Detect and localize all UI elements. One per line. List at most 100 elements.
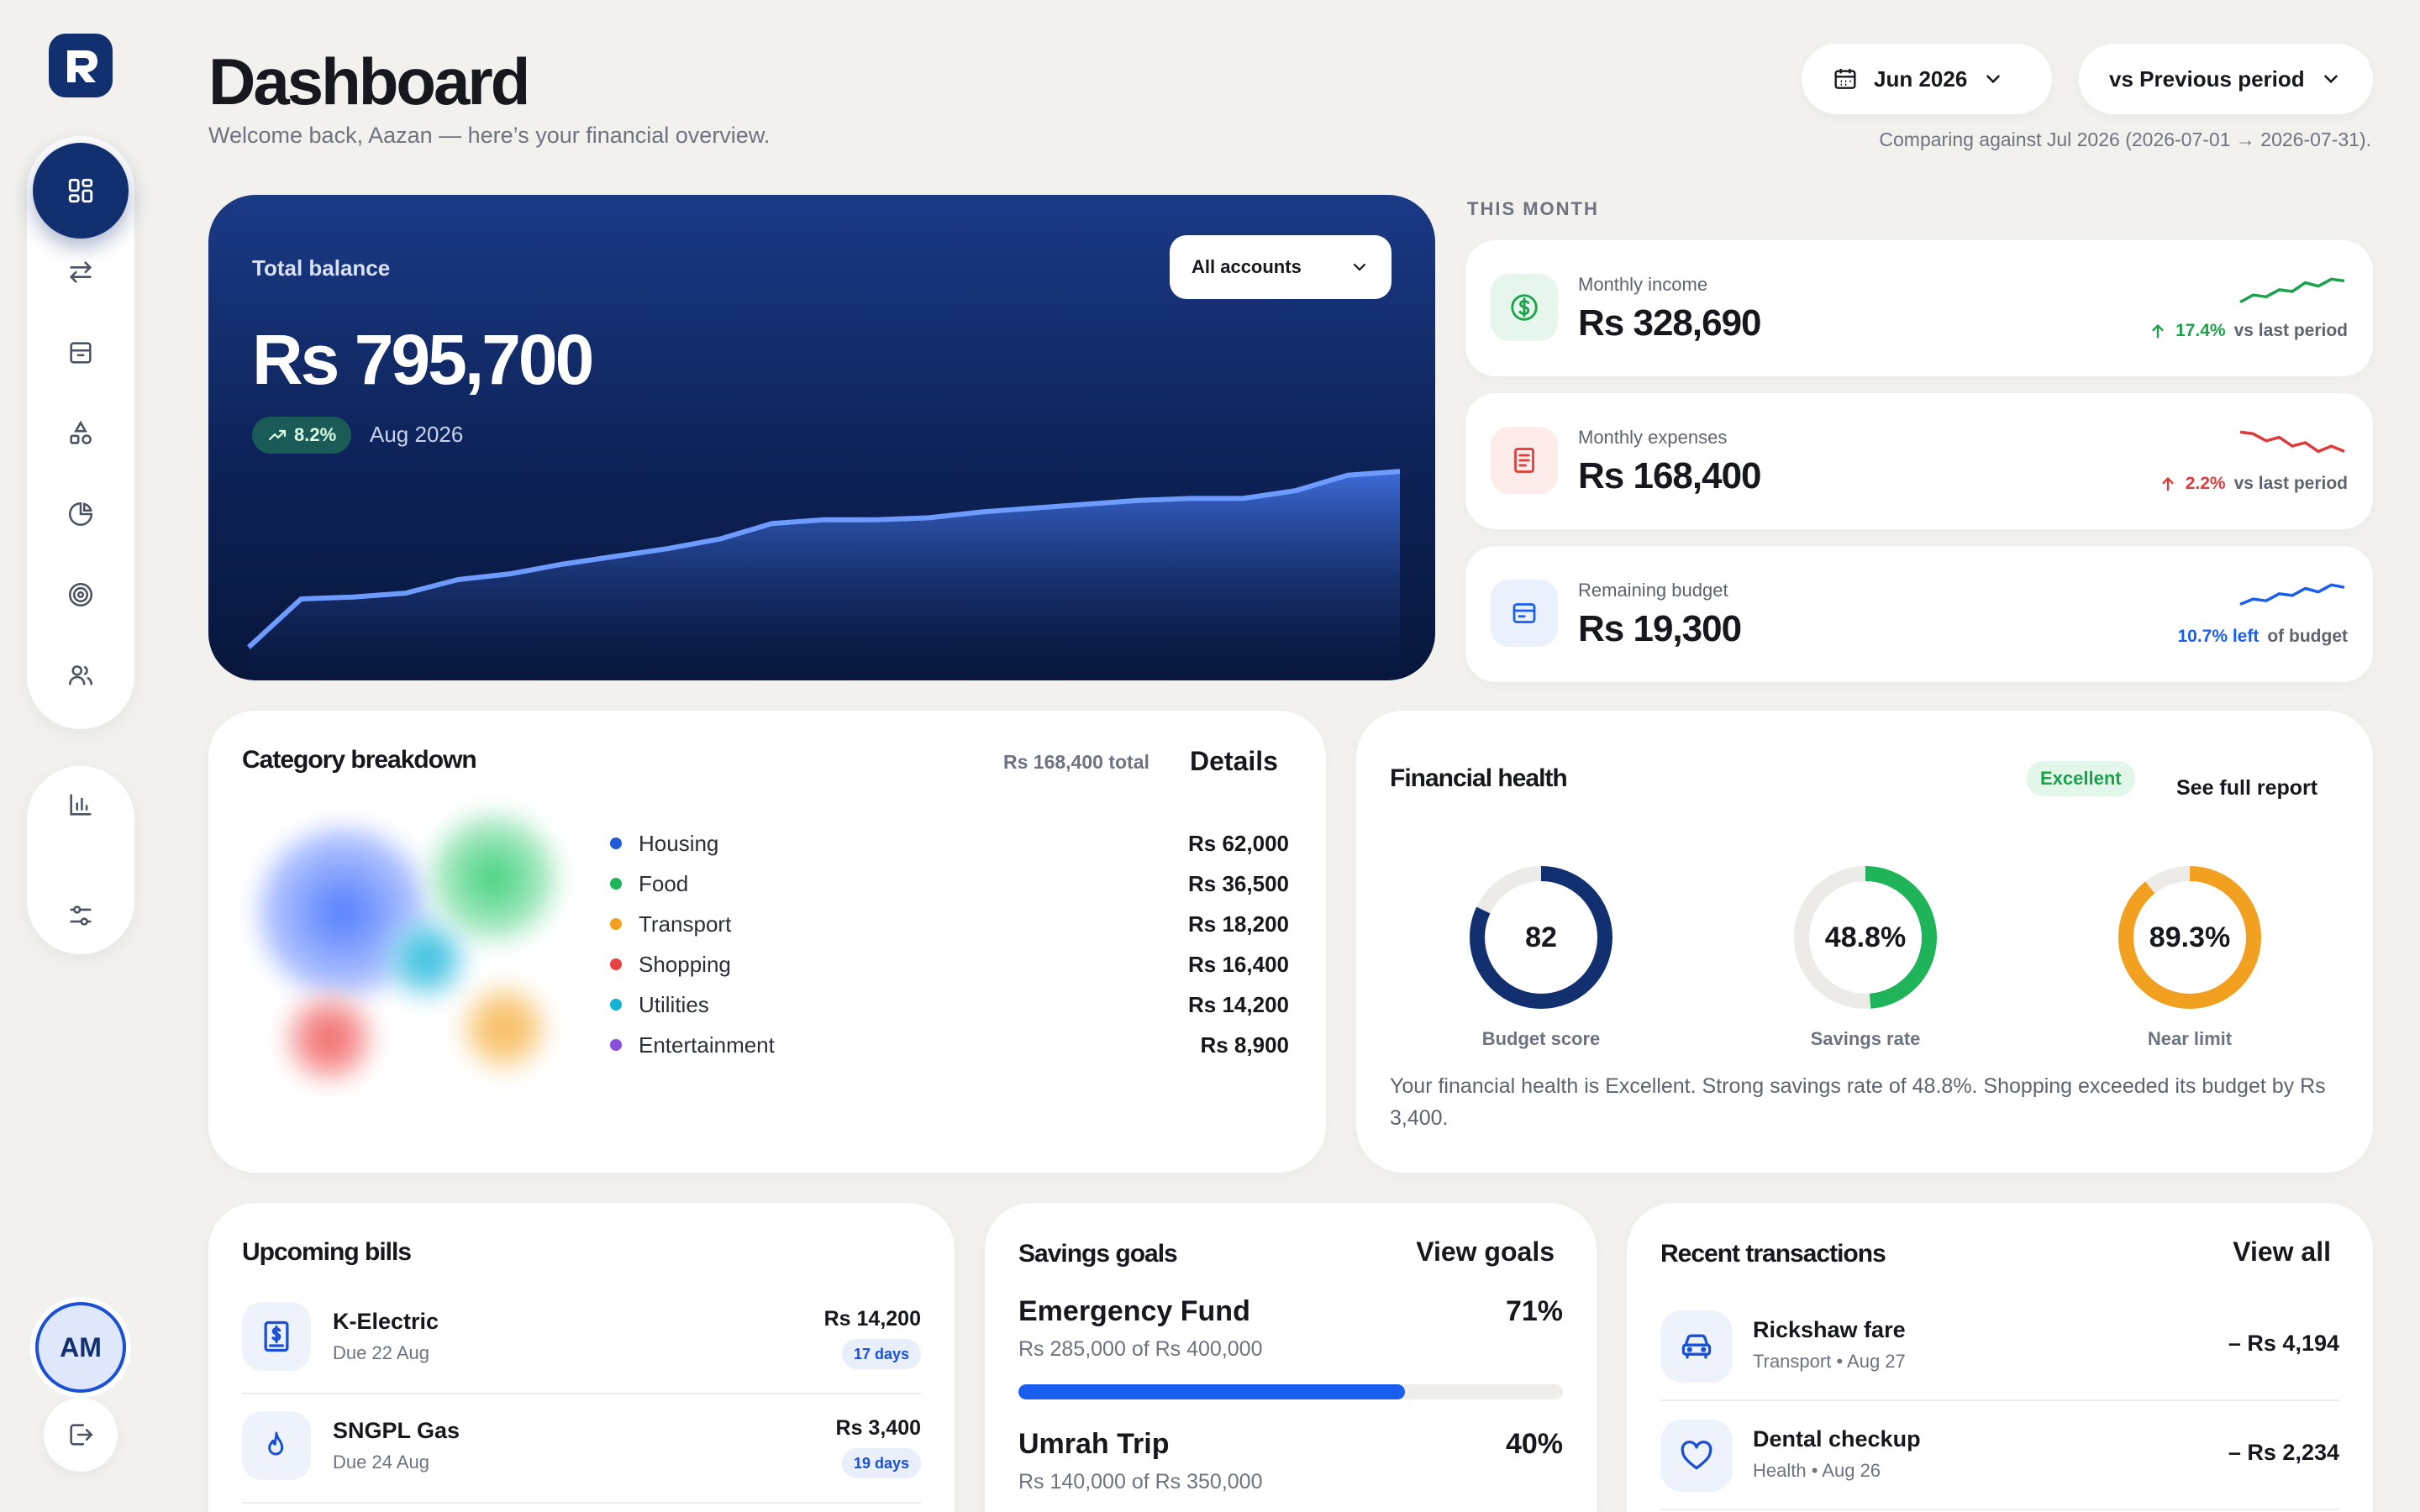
stat-change-value: 10.7% left <box>2177 627 2260 646</box>
category-total: Rs 168,400 total <box>1003 751 1150 773</box>
bar-chart-icon <box>70 794 92 816</box>
r-logo-icon <box>67 50 97 82</box>
bubble-transport <box>464 988 544 1068</box>
balance-trend-area <box>249 471 1400 680</box>
balance-change-badge: 8.2% <box>252 417 352 454</box>
arrow-up-icon <box>2152 323 2164 339</box>
bill-row[interactable]: SNGPL Gas Due 24 Aug Rs 3,400 19 days <box>242 1394 921 1504</box>
category-row[interactable]: Entertainment Rs 8,900 <box>610 1025 1289 1065</box>
category-row[interactable]: Housing Rs 62,000 <box>610 823 1289 864</box>
gauge-ring <box>1470 866 1612 1009</box>
logout-button[interactable] <box>44 1398 118 1472</box>
card-title: Savings goals <box>1018 1240 1178 1268</box>
stat-card-expenses[interactable]: Monthly expenses Rs 168,400 2.2% vs last… <box>1465 393 2373 529</box>
stat-change-value: 2.2% <box>2185 474 2226 493</box>
gauge-value: 82 <box>1525 921 1557 953</box>
view-goals-link[interactable]: View goals <box>1416 1236 1555 1267</box>
sidebar-item-dashboard[interactable] <box>33 143 129 239</box>
logout-icon <box>70 1424 93 1446</box>
bill-icon-wrap <box>242 1302 311 1371</box>
page-title: Dashboard <box>208 45 530 118</box>
details-link[interactable]: Details <box>1190 746 1278 776</box>
category-breakdown-card: Category breakdown Rs 168,400 total Deta… <box>208 711 1326 1173</box>
bill-name: SNGPL Gas <box>333 1418 460 1443</box>
balance-period: Aug 2026 <box>370 422 464 447</box>
total-balance-card: Total balance Rs 795,700 8.2% Aug 2026 A… <box>208 195 1435 680</box>
stat-label: Remaining budget <box>1578 580 1728 601</box>
category-amount: Rs 62,000 <box>1188 830 1289 856</box>
gauge-value: 89.3% <box>2149 921 2231 953</box>
gauge-label: Near limit <box>2147 1028 2233 1049</box>
goal-percent: 40% <box>1505 1428 1563 1460</box>
target-icon <box>68 582 93 607</box>
category-bubble-chart <box>229 795 565 1080</box>
health-summary: Your financial health is Excellent. Stro… <box>1390 1074 2326 1130</box>
heart-icon <box>1681 1441 1712 1470</box>
stat-label: Monthly expenses <box>1578 427 1728 448</box>
gauge-budget-score: 82 Budget score <box>1465 862 1617 1049</box>
category-name: Food <box>639 870 689 896</box>
stat-change-text: vs last period <box>2233 321 2348 340</box>
stat-change-text: of budget <box>2267 627 2348 646</box>
category-dot <box>610 878 622 890</box>
balance-trend-chart <box>246 469 1401 680</box>
chevron-down-icon <box>2323 75 2338 84</box>
sidebar-item-goals[interactable] <box>40 554 121 635</box>
goal-progress-fill <box>1018 1384 1406 1399</box>
app-logo[interactable] <box>49 34 113 97</box>
goal-progress-track <box>1018 1384 1563 1399</box>
user-avatar[interactable]: AM <box>35 1302 126 1393</box>
flame-icon <box>268 1431 284 1456</box>
wallet-icon <box>1512 603 1536 623</box>
trend-up-icon <box>268 429 287 441</box>
transaction-row[interactable]: Dental checkup Health • Aug 26 – Rs 2,23… <box>1660 1401 2339 1510</box>
category-list: Housing Rs 62,000 Food Rs 36,500 Transport… <box>610 823 1289 1065</box>
category-dot <box>610 837 622 849</box>
stat-card-income[interactable]: Monthly income Rs 328,690 17.4% vs last … <box>1465 240 2373 376</box>
sidebar-item-categories[interactable] <box>40 393 121 474</box>
category-row[interactable]: Utilities Rs 14,200 <box>610 984 1289 1025</box>
stat-card-remaining-budget[interactable]: Remaining budget Rs 19,300 10.7% left of… <box>1465 546 2373 682</box>
compare-selector[interactable]: vs Previous period <box>2079 44 2373 114</box>
stat-change: 2.2% vs last period <box>2159 474 2348 494</box>
bill-due-date: Due 24 Aug <box>333 1452 429 1473</box>
category-name: Utilities <box>639 991 709 1017</box>
goal-detail: Rs 140,000 of Rs 350,000 <box>1018 1470 1263 1494</box>
category-amount: Rs 36,500 <box>1188 870 1289 896</box>
sidebar-item-members[interactable] <box>40 635 121 716</box>
category-row[interactable]: Shopping Rs 16,400 <box>610 944 1289 984</box>
stat-icon-wrap <box>1491 427 1558 494</box>
sidebar-item-transfers[interactable] <box>40 232 121 312</box>
see-full-report-link[interactable]: See full report <box>2176 776 2318 800</box>
category-amount: Rs 18,200 <box>1188 911 1289 937</box>
sidebar-item-reports[interactable] <box>40 474 121 554</box>
inbox-tray-icon <box>70 342 92 364</box>
transaction-row[interactable]: Rickshaw fare Transport • Aug 27 – Rs 4,… <box>1660 1292 2339 1401</box>
account-filter-select[interactable]: All accounts <box>1170 235 1392 299</box>
gauge-label: Savings rate <box>1810 1028 1921 1049</box>
sidebar-item-settings[interactable] <box>40 877 121 954</box>
transaction-icon-wrap <box>1660 1420 1733 1492</box>
date-selector[interactable]: Jun 2026 <box>1802 44 2052 114</box>
category-amount: Rs 14,200 <box>1188 991 1289 1017</box>
chevron-down-icon <box>1986 75 2001 84</box>
view-all-link[interactable]: View all <box>2233 1236 2331 1267</box>
stat-label: Monthly income <box>1578 274 1708 295</box>
upcoming-bills-card: Upcoming bills K-Electric Due 22 Aug Rs … <box>208 1203 955 1512</box>
arrow-up-icon <box>2162 476 2174 491</box>
bubble-shopping <box>287 996 371 1080</box>
this-month-label: THIS MONTH <box>1467 198 1599 219</box>
gauge-ring <box>2118 866 2261 1009</box>
bill-name: K-Electric <box>333 1309 439 1334</box>
bill-days-badge: 19 days <box>841 1448 921 1478</box>
car-icon <box>1681 1334 1712 1359</box>
category-row[interactable]: Food Rs 36,500 <box>610 864 1289 904</box>
bill-row[interactable]: K-Electric Due 22 Aug Rs 14,200 17 days <box>242 1285 921 1394</box>
category-row[interactable]: Transport Rs 18,200 <box>610 904 1289 944</box>
category-amount: Rs 16,400 <box>1188 951 1289 977</box>
sidebar-item-inbox[interactable] <box>40 312 121 393</box>
sidebar-item-analytics[interactable] <box>40 766 121 843</box>
transfer-arrows-icon <box>69 261 92 283</box>
gauge-near-limit: 89.3% Near limit <box>2114 862 2265 1049</box>
transaction-meta: Transport • Aug 27 <box>1753 1351 1906 1372</box>
